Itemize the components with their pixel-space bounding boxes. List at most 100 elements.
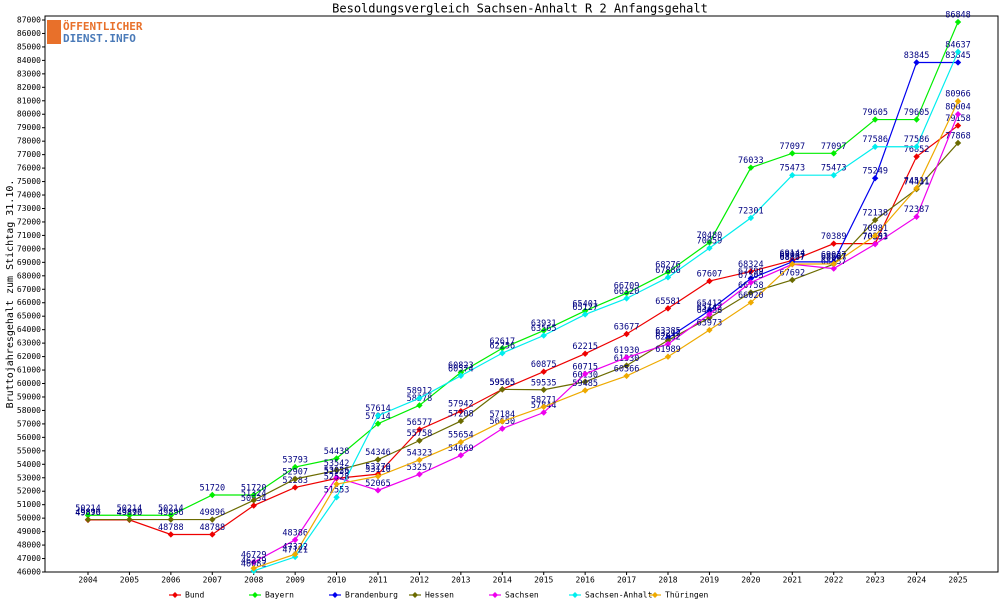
data-point <box>706 307 713 314</box>
data-point <box>913 143 920 150</box>
data-point <box>209 491 216 499</box>
y-tick-label: 76000 <box>17 164 41 173</box>
y-axis-label: Bruttojahresgehalt zum Stichtag 31.10. <box>5 180 16 409</box>
data-label: 83845 <box>904 51 930 61</box>
y-tick-label: 71000 <box>17 231 41 240</box>
data-label: 66709 <box>614 282 640 292</box>
data-label: 49896 <box>75 508 101 518</box>
legend-marker <box>652 592 658 598</box>
data-label: 63385 <box>655 326 681 336</box>
data-point <box>416 437 423 444</box>
data-point <box>747 299 755 306</box>
data-point <box>664 337 672 344</box>
data-label: 77097 <box>779 142 805 152</box>
data-point <box>209 516 216 523</box>
y-tick-label: 80000 <box>17 110 41 119</box>
data-point <box>374 420 382 427</box>
data-label: 69037 <box>779 250 805 260</box>
y-tick-label: 56000 <box>17 433 41 442</box>
x-tick-label: 2009 <box>286 576 305 585</box>
data-label: 49896 <box>199 508 225 518</box>
y-tick-label: 83000 <box>17 69 41 78</box>
x-tick-label: 2014 <box>493 576 512 585</box>
data-point <box>333 455 340 462</box>
logo-icon <box>47 20 61 44</box>
data-label: 77586 <box>862 135 888 145</box>
data-label: 57208 <box>448 410 474 420</box>
data-point <box>871 232 879 239</box>
data-point <box>871 175 879 182</box>
data-label: 67505 <box>738 271 764 281</box>
data-point <box>291 551 299 558</box>
data-point <box>374 487 382 494</box>
data-point <box>954 98 962 105</box>
y-tick-label: 50000 <box>17 514 41 523</box>
x-tick-label: 2006 <box>161 576 180 585</box>
data-label: 65581 <box>655 297 681 307</box>
legend-marker <box>252 592 258 598</box>
data-label: 72138 <box>862 209 888 219</box>
data-point <box>416 394 423 402</box>
data-label: 79158 <box>945 114 971 124</box>
y-tick-label: 84000 <box>17 56 41 65</box>
y-tick-label: 62000 <box>17 352 41 361</box>
data-point <box>499 418 506 425</box>
legend-label: Brandenburg <box>345 591 398 600</box>
data-label: 51324 <box>241 489 267 499</box>
data-label: 55758 <box>407 429 433 439</box>
x-tick-label: 2019 <box>700 576 719 585</box>
data-label: 70480 <box>697 231 723 241</box>
data-label: 52065 <box>365 479 391 489</box>
data-label: 80966 <box>945 90 971 100</box>
data-label: 52528 <box>324 473 350 483</box>
data-point <box>913 59 920 66</box>
data-point <box>623 289 630 297</box>
data-label: 75249 <box>862 167 888 177</box>
data-point <box>167 512 175 519</box>
y-tick-label: 77000 <box>17 150 41 159</box>
series-line <box>88 21 959 516</box>
data-point <box>333 480 340 488</box>
x-tick-label: 2008 <box>244 576 263 585</box>
data-label: 68276 <box>655 261 681 271</box>
data-point <box>540 403 547 410</box>
legend-marker <box>492 592 498 598</box>
data-point <box>374 412 382 419</box>
data-point <box>706 311 713 318</box>
data-label: 69144 <box>779 249 805 259</box>
y-tick-label: 79000 <box>17 123 41 132</box>
data-label: 68857 <box>779 253 805 263</box>
y-tick-label: 82000 <box>17 83 41 92</box>
data-point <box>457 452 465 459</box>
data-point <box>291 475 299 483</box>
legend-label: Bayern <box>265 591 294 600</box>
data-point <box>416 456 423 464</box>
data-point <box>747 164 755 171</box>
data-point <box>126 512 133 519</box>
data-point <box>830 260 837 268</box>
data-label: 65127 <box>572 303 598 313</box>
y-tick-label: 63000 <box>17 339 41 348</box>
x-tick-label: 2017 <box>617 576 636 585</box>
y-tick-label: 54000 <box>17 460 41 469</box>
data-label: 62215 <box>572 342 598 352</box>
data-label: 84637 <box>945 40 971 50</box>
data-point <box>250 565 257 572</box>
data-point <box>706 277 713 285</box>
data-point <box>291 463 299 471</box>
x-tick-label: 2022 <box>824 576 843 585</box>
y-tick-label: 52000 <box>17 487 41 496</box>
data-point <box>954 18 962 26</box>
data-label: 60574 <box>448 364 474 374</box>
data-point <box>871 216 879 224</box>
x-tick-label: 2016 <box>576 576 595 585</box>
data-point <box>830 265 837 272</box>
data-label: 60875 <box>531 360 557 370</box>
x-tick-label: 2018 <box>658 576 677 585</box>
data-point <box>457 372 465 379</box>
x-tick-label: 2025 <box>948 576 967 585</box>
data-point <box>830 171 837 179</box>
data-label: 72301 <box>738 206 764 216</box>
x-tick-label: 2004 <box>78 576 97 585</box>
data-point <box>706 244 713 252</box>
